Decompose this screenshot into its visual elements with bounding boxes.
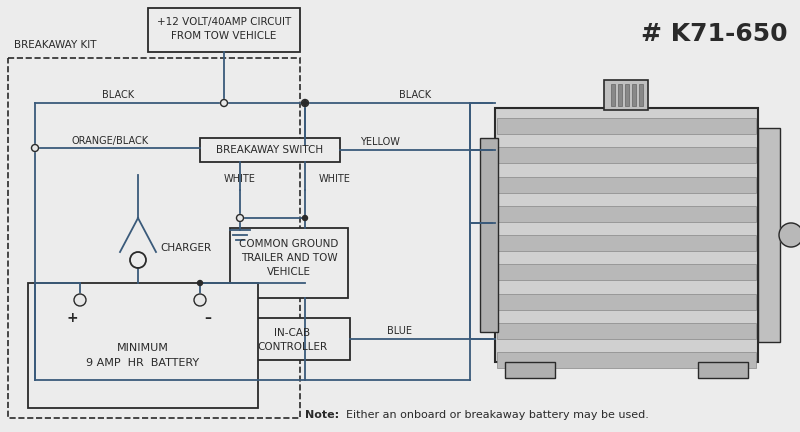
Bar [497, 147, 756, 163]
Text: BLACK: BLACK [102, 90, 134, 100]
Bar [497, 293, 756, 310]
Text: IN-CAB: IN-CAB [274, 328, 310, 338]
Text: WHITE: WHITE [224, 174, 256, 184]
Circle shape [779, 223, 800, 247]
Text: +12 VOLT/40AMP CIRCUIT: +12 VOLT/40AMP CIRCUIT [157, 17, 291, 27]
Bar [618, 84, 622, 106]
Circle shape [302, 99, 309, 107]
Bar [497, 352, 756, 368]
Text: # K71-650: # K71-650 [642, 22, 788, 46]
Text: Note:: Note: [305, 410, 339, 420]
Text: BLACK: BLACK [399, 90, 431, 100]
Text: Either an onboard or breakaway battery may be used.: Either an onboard or breakaway battery m… [339, 410, 649, 420]
Text: BLUE: BLUE [387, 326, 413, 336]
Bar [8, 58, 300, 418]
Bar [497, 118, 756, 134]
Bar [497, 235, 756, 251]
Text: +: + [66, 311, 78, 325]
Text: 9 AMP  HR  BATTERY: 9 AMP HR BATTERY [86, 358, 199, 368]
Bar [497, 264, 756, 280]
Bar [632, 84, 636, 106]
Text: VEHICLE: VEHICLE [267, 267, 311, 277]
Bar [200, 138, 340, 162]
Text: YELLOW: YELLOW [360, 137, 400, 147]
Text: ORANGE/BLACK: ORANGE/BLACK [71, 136, 149, 146]
Circle shape [237, 215, 243, 222]
Text: BREAKAWAY SWITCH: BREAKAWAY SWITCH [217, 145, 323, 155]
Bar [495, 108, 758, 362]
Text: –: – [205, 311, 211, 325]
Text: MINIMUM: MINIMUM [117, 343, 169, 353]
Bar [604, 80, 648, 110]
Circle shape [130, 252, 146, 268]
Bar [497, 206, 756, 222]
Bar [497, 177, 756, 193]
Bar [639, 84, 643, 106]
Circle shape [221, 99, 227, 107]
Text: CONTROLLER: CONTROLLER [258, 342, 327, 352]
Bar [28, 283, 258, 408]
Circle shape [194, 294, 206, 306]
Bar [698, 362, 748, 378]
Text: FROM TOW VEHICLE: FROM TOW VEHICLE [171, 31, 277, 41]
Bar [758, 128, 780, 342]
Bar [505, 362, 555, 378]
Bar [611, 84, 615, 106]
Text: WHITE: WHITE [319, 174, 351, 184]
Text: BREAKAWAY KIT: BREAKAWAY KIT [14, 40, 97, 50]
Circle shape [302, 101, 307, 105]
Bar [230, 228, 348, 298]
Bar [497, 323, 756, 339]
Bar [235, 318, 350, 360]
Bar [480, 138, 498, 332]
Text: CHARGER: CHARGER [160, 243, 211, 253]
Circle shape [302, 216, 307, 220]
Bar [625, 84, 629, 106]
Circle shape [198, 280, 202, 286]
Text: COMMON GROUND: COMMON GROUND [239, 239, 338, 249]
Text: TRAILER AND TOW: TRAILER AND TOW [241, 253, 338, 263]
Bar [148, 8, 300, 52]
Circle shape [74, 294, 86, 306]
Circle shape [31, 144, 38, 152]
